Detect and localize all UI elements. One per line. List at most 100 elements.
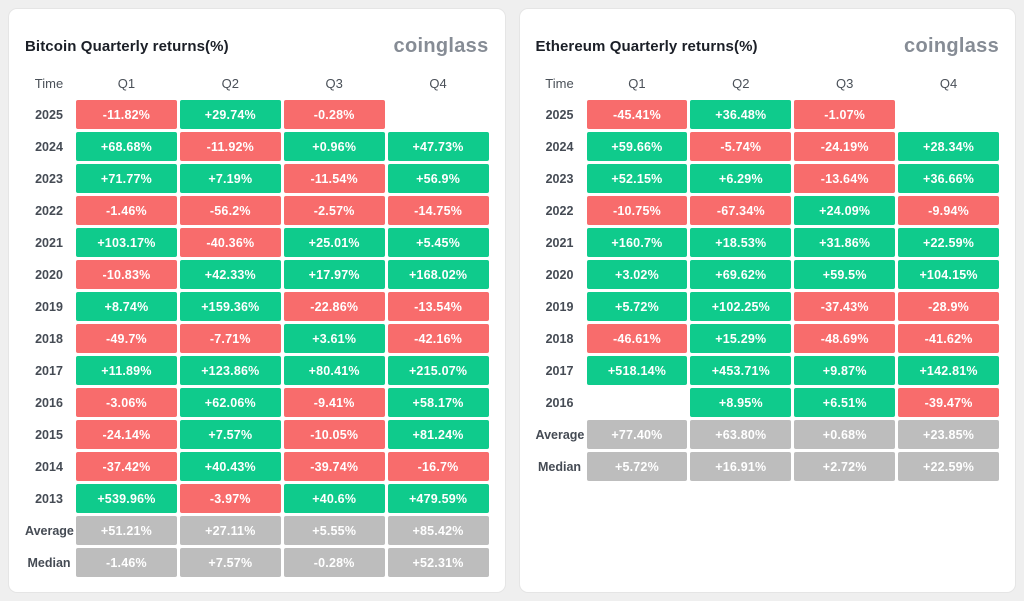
return-cell: +59.5% bbox=[794, 260, 896, 289]
return-cell: -22.86% bbox=[283, 292, 385, 321]
table-row: 2019 +5.72% +102.25% -37.43% -28.9% bbox=[536, 292, 999, 321]
return-cell: -13.64% bbox=[794, 164, 896, 193]
return-cell: +16.91% bbox=[690, 452, 792, 481]
coinglass-logo[interactable]: coinglass bbox=[904, 34, 999, 57]
row-label: 2020 bbox=[35, 267, 63, 282]
return-cell: +51.21% bbox=[76, 516, 177, 545]
bitcoin-returns-table: Time Q1 Q2 Q3 Q4 2025 -11.82% +29.74% -0.28% 2024… bbox=[25, 73, 489, 577]
return-cell: +40.43% bbox=[179, 452, 281, 481]
column-header: Q3 bbox=[836, 75, 854, 91]
return-cell: +25.01% bbox=[283, 228, 385, 257]
column-header: Time bbox=[34, 75, 64, 91]
table-row: 2018 -46.61% +15.29% -48.69% -41.62% bbox=[536, 324, 999, 353]
table-row: 2023 +52.15% +6.29% -13.64% +36.66% bbox=[536, 164, 999, 193]
return-cell: -37.42% bbox=[76, 452, 177, 481]
column-header: Q4 bbox=[939, 75, 958, 91]
bitcoin-title: Bitcoin Quarterly returns(%) bbox=[25, 37, 229, 55]
return-cell: +479.59% bbox=[387, 484, 489, 513]
return-cell: +27.11% bbox=[179, 516, 281, 545]
return-cell: -40.36% bbox=[179, 228, 281, 257]
row-label: 2018 bbox=[35, 331, 63, 346]
return-cell: +31.86% bbox=[794, 228, 896, 257]
return-cell: +7.19% bbox=[179, 164, 281, 193]
table-row: 2016 -3.06% +62.06% -9.41% +58.17% bbox=[25, 388, 489, 417]
return-cell: +22.59% bbox=[898, 228, 999, 257]
table-row: 2023 +71.77% +7.19% -11.54% +56.9% bbox=[25, 164, 489, 193]
return-cell: -3.97% bbox=[179, 484, 281, 513]
return-cell: -41.62% bbox=[898, 324, 999, 353]
column-header: Q4 bbox=[429, 75, 447, 91]
return-cell: +52.31% bbox=[387, 548, 489, 577]
table-row: 2017 +518.14% +453.71% +9.87% +142.81% bbox=[536, 356, 999, 385]
return-cell: -0.28% bbox=[283, 548, 385, 577]
return-cell: -11.54% bbox=[283, 164, 385, 193]
return-cell: +63.80% bbox=[690, 420, 792, 449]
return-cell: +0.96% bbox=[283, 132, 385, 161]
table-row: 2016 +8.95% +6.51% -39.47% bbox=[536, 388, 999, 417]
return-cell: -10.75% bbox=[586, 196, 688, 225]
return-cell: +29.74% bbox=[179, 100, 281, 129]
coinglass-logo[interactable]: coinglass bbox=[393, 34, 489, 57]
return-cell: +453.71% bbox=[690, 356, 792, 385]
return-cell: +24.09% bbox=[794, 196, 896, 225]
table-row: 2014 -37.42% +40.43% -39.74% -16.7% bbox=[25, 452, 489, 481]
row-label: Average bbox=[25, 523, 74, 538]
return-cell: +142.81% bbox=[898, 356, 999, 385]
table-row: Median -1.46% +7.57% -0.28% +52.31% bbox=[25, 548, 489, 577]
return-cell: -28.9% bbox=[898, 292, 999, 321]
return-cell: -48.69% bbox=[794, 324, 896, 353]
row-label: Median bbox=[27, 555, 71, 570]
row-label: 2022 bbox=[545, 203, 574, 218]
row-label: 2025 bbox=[35, 107, 63, 122]
column-header: Q2 bbox=[221, 75, 239, 91]
table-header-row: Time Q1 Q2 Q3 Q4 bbox=[25, 73, 489, 93]
return-cell: +103.17% bbox=[76, 228, 177, 257]
row-label: 2017 bbox=[35, 363, 63, 378]
row-label: 2019 bbox=[35, 299, 63, 314]
row-label: 2015 bbox=[35, 427, 63, 442]
table-row: 2021 +103.17% -40.36% +25.01% +5.45% bbox=[25, 228, 489, 257]
row-label: 2014 bbox=[35, 459, 63, 474]
return-cell: -67.34% bbox=[690, 196, 792, 225]
row-label: 2023 bbox=[35, 171, 63, 186]
table-row: 2025 -11.82% +29.74% -0.28% bbox=[25, 100, 489, 129]
return-cell: +518.14% bbox=[586, 356, 688, 385]
return-cell: +104.15% bbox=[898, 260, 999, 289]
return-cell: +36.66% bbox=[898, 164, 999, 193]
return-cell: +69.62% bbox=[690, 260, 792, 289]
return-cell: +17.97% bbox=[283, 260, 385, 289]
return-cell: +168.02% bbox=[387, 260, 489, 289]
table-row: 2020 -10.83% +42.33% +17.97% +168.02% bbox=[25, 260, 489, 289]
ethereum-card-header: Ethereum Quarterly returns(%) coinglass bbox=[536, 35, 1000, 57]
return-cell: +3.61% bbox=[283, 324, 385, 353]
return-cell: -46.61% bbox=[586, 324, 688, 353]
return-cell: +160.7% bbox=[586, 228, 688, 257]
return-cell: +23.85% bbox=[898, 420, 999, 449]
return-cell: -0.28% bbox=[283, 100, 385, 129]
row-label: 2019 bbox=[545, 299, 574, 314]
return-cell: +28.34% bbox=[898, 132, 999, 161]
return-cell: +52.15% bbox=[586, 164, 688, 193]
table-row: Median +5.72% +16.91% +2.72% +22.59% bbox=[536, 452, 999, 481]
return-cell: +7.57% bbox=[179, 548, 281, 577]
return-cell: -9.94% bbox=[898, 196, 999, 225]
return-cell bbox=[388, 100, 489, 129]
return-cell: +8.74% bbox=[76, 292, 177, 321]
return-cell: +58.17% bbox=[387, 388, 489, 417]
return-cell: -56.2% bbox=[179, 196, 281, 225]
table-row: Average +77.40% +63.80% +0.68% +23.85% bbox=[536, 420, 999, 449]
return-cell: -1.46% bbox=[76, 548, 177, 577]
table-row: 2013 +539.96% -3.97% +40.6% +479.59% bbox=[25, 484, 489, 513]
return-cell: +5.72% bbox=[586, 452, 688, 481]
table-row: 2021 +160.7% +18.53% +31.86% +22.59% bbox=[536, 228, 999, 257]
table-row: 2022 -10.75% -67.34% +24.09% -9.94% bbox=[536, 196, 999, 225]
row-label: 2018 bbox=[545, 331, 574, 346]
table-row: 2018 -49.7% -7.71% +3.61% -42.16% bbox=[25, 324, 489, 353]
table-row: Average +51.21% +27.11% +5.55% +85.42% bbox=[25, 516, 489, 545]
row-label: 2025 bbox=[545, 107, 574, 122]
ethereum-returns-table: Time Q1 Q2 Q3 Q4 2025 -45.41% +36.48% -1.07% 2024… bbox=[536, 73, 1000, 481]
return-cell: +5.45% bbox=[387, 228, 489, 257]
return-cell: +47.73% bbox=[387, 132, 489, 161]
table-row: 2025 -45.41% +36.48% -1.07% bbox=[536, 100, 1000, 129]
